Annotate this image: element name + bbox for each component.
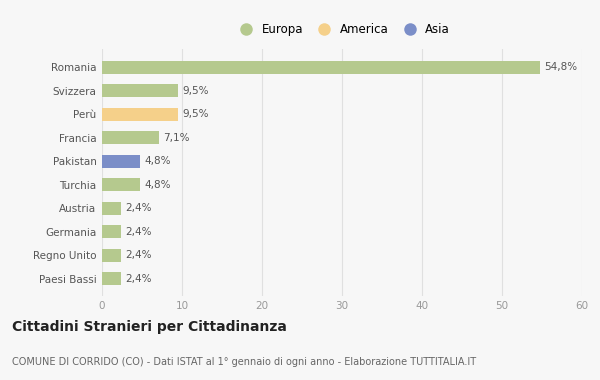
Bar [102,202,121,215]
Text: 4,8%: 4,8% [145,156,171,166]
Text: 2,4%: 2,4% [125,203,152,213]
Bar [102,61,541,74]
Text: 7,1%: 7,1% [163,133,190,142]
Bar [102,131,159,144]
Bar [102,272,121,285]
Text: 4,8%: 4,8% [145,180,171,190]
Text: 9,5%: 9,5% [182,109,209,119]
Bar [102,84,178,97]
Text: 2,4%: 2,4% [125,274,152,284]
Text: COMUNE DI CORRIDO (CO) - Dati ISTAT al 1° gennaio di ogni anno - Elaborazione TU: COMUNE DI CORRIDO (CO) - Dati ISTAT al 1… [12,357,476,367]
Text: 54,8%: 54,8% [544,62,578,72]
Bar [102,155,140,168]
Text: 2,4%: 2,4% [125,227,152,237]
Bar [102,225,121,238]
Bar [102,108,178,120]
Legend: Europa, America, Asia: Europa, America, Asia [230,18,454,41]
Text: 9,5%: 9,5% [182,86,209,96]
Bar [102,249,121,262]
Bar [102,178,140,191]
Text: 2,4%: 2,4% [125,250,152,260]
Text: Cittadini Stranieri per Cittadinanza: Cittadini Stranieri per Cittadinanza [12,320,287,334]
